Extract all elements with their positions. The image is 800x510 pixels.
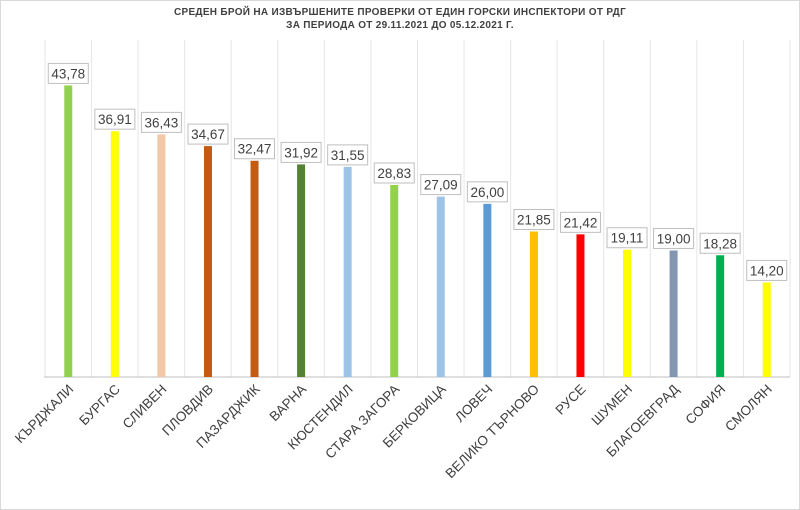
bar-11 (529, 231, 538, 377)
data-label-box-4 (187, 123, 229, 145)
chart-title: СРЕДЕН БРОЙ НА ИЗВЪРШЕНИТЕ ПРОВЕРКИ ОТ Е… (173, 7, 627, 18)
data-label-9: 27,09 (424, 178, 458, 193)
data-label-5: 32,47 (238, 142, 272, 157)
data-label-box-10 (466, 181, 508, 203)
bar-4 (203, 146, 212, 377)
data-label-box-9 (420, 174, 462, 196)
category-label-11: ВЕЛИКО ТЪРНОВО (442, 382, 542, 482)
bar-2 (110, 131, 119, 377)
category-label-12: РУСЕ (552, 382, 588, 418)
data-label-16: 14,20 (750, 263, 784, 278)
data-label-box-12 (559, 211, 601, 233)
data-label-box-15 (699, 232, 741, 254)
category-label-13: ШУМЕН (589, 382, 636, 429)
grid-lines (44, 40, 791, 377)
data-label-box-3 (140, 111, 182, 133)
bar-16 (762, 282, 771, 377)
bar-9 (436, 196, 445, 377)
data-label-box-7 (327, 144, 369, 166)
data-label-box-14 (653, 227, 695, 249)
chart-subtitle: ЗА ПЕРИОДА ОТ 29.11.2021 ДО 05.12.2021 Г… (286, 20, 514, 31)
data-label-14: 19,00 (657, 231, 691, 246)
bar-3 (157, 134, 166, 377)
data-label-15: 18,28 (703, 236, 737, 251)
category-label-2: БУРГАС (76, 381, 123, 428)
data-label-box-13 (606, 227, 648, 249)
bars (64, 85, 771, 377)
data-label-box-1 (47, 62, 89, 84)
data-label-box-11 (513, 208, 555, 230)
bar-12 (576, 234, 585, 377)
bar-14 (669, 250, 678, 377)
category-label-1: КЪРДЖАЛИ (12, 382, 76, 446)
bar-1 (64, 85, 73, 377)
data-label-box-8 (373, 162, 415, 184)
bar-7 (343, 166, 352, 377)
data-label-4: 34,67 (191, 127, 225, 142)
bar-10 (483, 203, 492, 377)
data-label-12: 21,42 (564, 215, 598, 230)
bar-13 (623, 249, 632, 377)
data-label-6: 31,92 (284, 145, 318, 160)
bar-15 (716, 255, 725, 377)
data-label-13: 19,11 (611, 231, 644, 246)
data-label-3: 36,43 (145, 115, 179, 130)
value-labels: 43,78 36,91 36,43 34,67 32,47 31,92 31,55 28,83… (47, 62, 788, 281)
category-label-16: СМОЛЯН (722, 382, 775, 435)
category-label-10: ЛОВЕЧ (452, 382, 495, 425)
data-label-8: 28,83 (377, 166, 411, 181)
data-label-1: 43,78 (51, 66, 85, 81)
data-label-box-16 (746, 259, 788, 281)
data-label-11: 21,85 (517, 212, 551, 227)
data-label-7: 31,55 (331, 148, 365, 163)
bar-5 (250, 160, 259, 377)
bar-8 (390, 184, 399, 377)
data-label-box-2 (94, 108, 136, 130)
data-label-box-6 (280, 141, 322, 163)
data-label-2: 36,91 (98, 112, 132, 127)
data-label-10: 26,00 (470, 185, 504, 200)
category-label-15: СОФИЯ (683, 382, 729, 428)
bar-6 (297, 164, 306, 377)
category-label-6: ВАРНА (267, 382, 310, 425)
data-label-box-5 (234, 138, 276, 160)
